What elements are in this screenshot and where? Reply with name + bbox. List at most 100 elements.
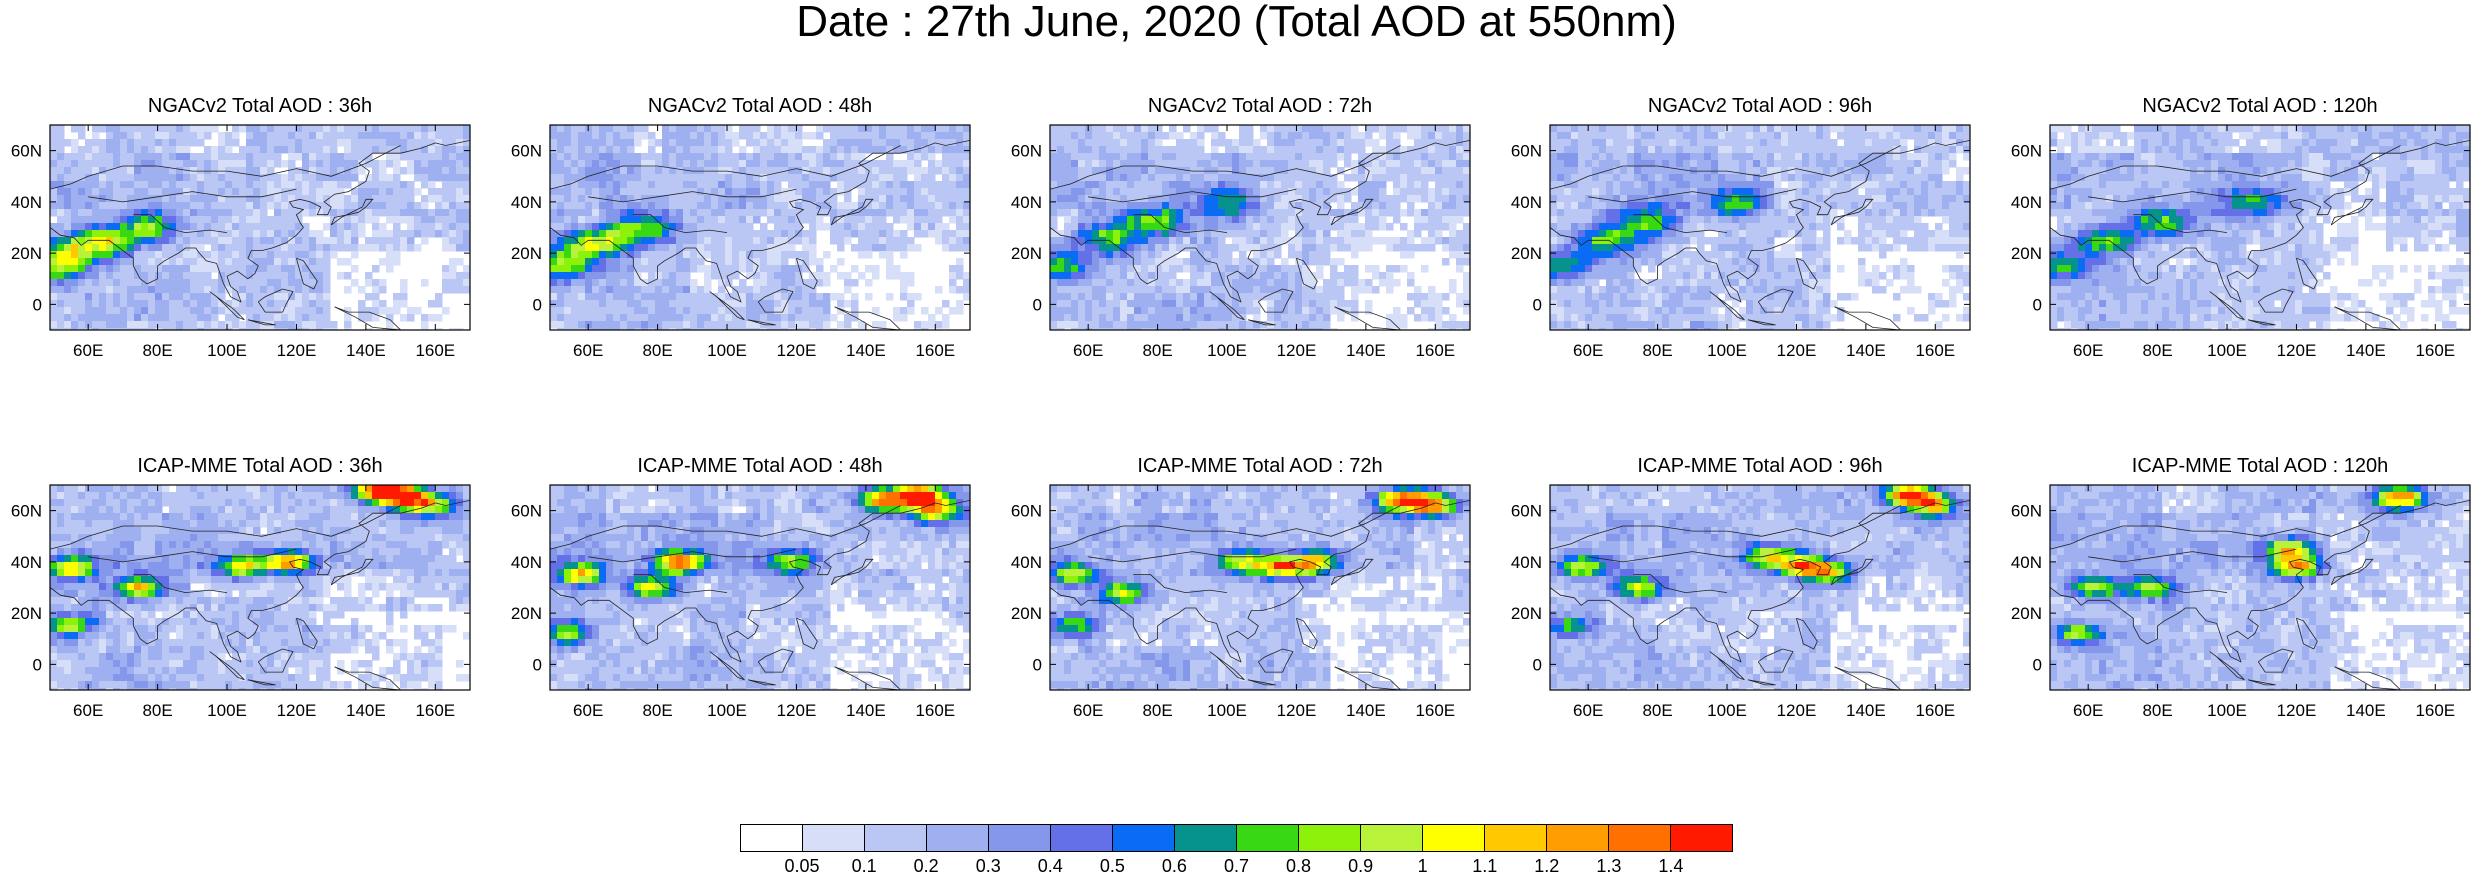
y-tick-label: 60N: [511, 142, 542, 161]
y-tick-label: 40N: [1511, 553, 1542, 572]
y-tick-label: 60N: [1011, 502, 1042, 521]
colorbar-swatch: [803, 825, 865, 851]
x-tick-label: 100E: [707, 341, 747, 360]
y-tick-label: 60N: [1511, 142, 1542, 161]
panel-title: NGACv2 Total AOD : 36h: [50, 95, 470, 117]
colorbar-label: 0.9: [1341, 857, 1381, 875]
x-tick-label: 100E: [2207, 701, 2247, 720]
x-tick-label: 120E: [1777, 341, 1817, 360]
panel-title: NGACv2 Total AOD : 48h: [550, 95, 970, 117]
x-tick-label: 100E: [2207, 341, 2247, 360]
y-tick-label: 40N: [511, 553, 542, 572]
y-tick-label: 20N: [11, 604, 42, 623]
colorbar: [740, 824, 1733, 852]
panel-title: ICAP-MME Total AOD : 48h: [550, 455, 970, 477]
colorbar-label: 0.3: [968, 857, 1008, 875]
x-tick-label: 160E: [915, 341, 955, 360]
x-tick-label: 60E: [573, 701, 603, 720]
y-tick-label: 0: [1033, 295, 1042, 314]
x-tick-label: 60E: [1073, 341, 1103, 360]
y-tick-label: 40N: [511, 193, 542, 212]
x-tick-label: 100E: [207, 341, 247, 360]
x-tick-label: 100E: [1207, 341, 1247, 360]
x-tick-label: 80E: [2142, 701, 2172, 720]
x-tick-label: 140E: [346, 701, 386, 720]
x-tick-label: 80E: [2142, 341, 2172, 360]
x-tick-label: 120E: [777, 701, 817, 720]
colorbar-swatch: [1423, 825, 1485, 851]
y-tick-label: 60N: [2011, 142, 2042, 161]
y-tick-label: 20N: [1511, 604, 1542, 623]
colorbar-swatch: [1051, 825, 1113, 851]
x-tick-label: 120E: [2277, 701, 2317, 720]
x-tick-label: 120E: [1277, 701, 1317, 720]
panel-title: NGACv2 Total AOD : 120h: [2050, 95, 2470, 117]
y-tick-label: 40N: [2011, 553, 2042, 572]
colorbar-label: 0.5: [1092, 857, 1132, 875]
panel-title: NGACv2 Total AOD : 72h: [1050, 95, 1470, 117]
colorbar-label: 0.8: [1279, 857, 1319, 875]
x-tick-label: 60E: [73, 701, 103, 720]
colorbar-swatch: [1485, 825, 1547, 851]
x-tick-label: 100E: [1707, 701, 1747, 720]
colorbar-swatch: [865, 825, 927, 851]
panel-title: ICAP-MME Total AOD : 72h: [1050, 455, 1470, 477]
x-tick-label: 100E: [1207, 701, 1247, 720]
y-tick-label: 60N: [1511, 502, 1542, 521]
x-tick-label: 80E: [142, 701, 172, 720]
x-tick-label: 80E: [142, 341, 172, 360]
colorbar-label: 0.6: [1154, 857, 1194, 875]
colorbar-swatch: [741, 825, 803, 851]
x-tick-label: 140E: [2346, 701, 2386, 720]
y-tick-label: 0: [33, 655, 42, 674]
y-tick-label: 0: [2033, 295, 2042, 314]
colorbar-swatch: [1175, 825, 1237, 851]
x-tick-label: 160E: [1915, 341, 1955, 360]
x-tick-label: 160E: [2415, 341, 2455, 360]
y-tick-label: 60N: [11, 142, 42, 161]
colorbar-label: 0.2: [906, 857, 946, 875]
y-tick-label: 60N: [1011, 142, 1042, 161]
x-tick-label: 80E: [1142, 701, 1172, 720]
x-tick-label: 140E: [346, 341, 386, 360]
colorbar-label: 1.4: [1651, 857, 1691, 875]
colorbar-swatch: [1361, 825, 1423, 851]
y-tick-label: 0: [533, 295, 542, 314]
y-tick-label: 40N: [1511, 193, 1542, 212]
colorbar-label: 0.05: [782, 857, 822, 875]
x-tick-label: 160E: [1415, 701, 1455, 720]
colorbar-swatch: [1113, 825, 1175, 851]
x-tick-label: 120E: [2277, 341, 2317, 360]
colorbar-label: 0.1: [844, 857, 884, 875]
x-tick-label: 80E: [642, 341, 672, 360]
x-tick-label: 140E: [1846, 701, 1886, 720]
x-tick-label: 60E: [1573, 701, 1603, 720]
y-tick-label: 0: [33, 295, 42, 314]
x-tick-label: 120E: [1777, 701, 1817, 720]
y-tick-label: 40N: [11, 553, 42, 572]
x-tick-label: 60E: [2073, 701, 2103, 720]
x-tick-label: 160E: [2415, 701, 2455, 720]
y-tick-label: 40N: [1011, 553, 1042, 572]
y-tick-label: 20N: [2011, 244, 2042, 263]
colorbar-label: 0.7: [1217, 857, 1257, 875]
x-tick-label: 160E: [915, 701, 955, 720]
x-tick-label: 60E: [573, 341, 603, 360]
y-tick-label: 40N: [2011, 193, 2042, 212]
x-tick-label: 160E: [415, 701, 455, 720]
page-title: Date : 27th June, 2020 (Total AOD at 550…: [0, 0, 2473, 44]
x-tick-label: 140E: [1346, 701, 1386, 720]
x-tick-label: 60E: [2073, 341, 2103, 360]
colorbar-swatch: [927, 825, 989, 851]
x-tick-label: 160E: [415, 341, 455, 360]
y-tick-label: 0: [2033, 655, 2042, 674]
